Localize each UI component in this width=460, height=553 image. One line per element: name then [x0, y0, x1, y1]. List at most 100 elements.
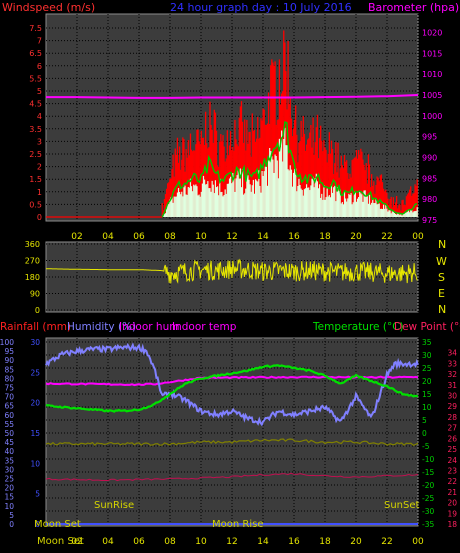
rainfall-y-tick: 5	[35, 490, 40, 499]
temperature-y-tick: 25	[422, 364, 432, 373]
dewpoint-y-tick: 28	[447, 413, 457, 422]
wind-y-tick: 3.5	[29, 125, 42, 134]
humidity-y-tick: 5	[9, 511, 14, 520]
humidity-y-tick: 15	[4, 493, 14, 502]
temperature-y-tick: 0	[422, 429, 427, 438]
sunrise-label: SunRise	[94, 500, 134, 511]
temp-panel-axes: -35-30-25-20-15-10-505101520253035051015…	[0, 338, 457, 529]
compass-n-top: N	[438, 238, 446, 251]
legend-rainfall: Rainfall (mm)	[0, 321, 71, 333]
dewpoint-y-tick: 32	[447, 370, 457, 379]
wind-y-tick: 0	[37, 213, 42, 222]
wind-x-tick: 18	[319, 232, 331, 242]
legend-temperature: Temperature (°C)	[312, 321, 404, 333]
wind-y-tick: 0.5	[29, 200, 42, 209]
rainfall-y-tick: 25	[30, 368, 40, 377]
temp-x-tick: 14	[257, 537, 269, 547]
humidity-y-tick: 60	[4, 411, 14, 420]
temp-x-tick: 12	[226, 537, 237, 547]
compass-s: S	[438, 271, 445, 284]
wind-y-tick: 2	[37, 163, 42, 172]
wind-y-tick: 6	[37, 62, 42, 71]
humidity-y-tick: 25	[4, 475, 14, 484]
dewpoint-y-tick: 30	[447, 392, 457, 401]
temp-panel-x-axis: 02 04 06 08 10 12 14 16 18 20 22 00	[71, 537, 424, 547]
barometer-series	[46, 94, 419, 99]
temp-x-tick: 08	[164, 537, 176, 547]
wind-y-tick: 4.5	[29, 100, 42, 109]
wind-y-tick: 1.5	[29, 175, 42, 184]
legend-dew-point: Dew Point (°C)	[394, 321, 460, 333]
wind-series	[46, 30, 418, 218]
wind-x-tick: 22	[381, 232, 392, 242]
barometer-y-tick: 1010	[422, 70, 442, 79]
direction-series	[46, 258, 418, 284]
barometer-y-tick: 975	[422, 216, 437, 225]
moonset-label: Moon Set	[34, 519, 81, 530]
moonrise-label: Moon Rise	[212, 519, 263, 530]
rainfall-y-tick: 15	[30, 429, 40, 438]
barometer-y-tick: 990	[422, 154, 437, 163]
compass-w: W	[436, 255, 447, 268]
dewpoint-y-tick: 21	[447, 488, 457, 497]
temperature-y-tick: 30	[422, 351, 432, 360]
wind-y-tick: 5	[37, 87, 42, 96]
windspeed-axis-title: Windspeed (m/s)	[2, 1, 95, 14]
wind-x-tick: 08	[164, 232, 176, 242]
direction-panel-axes: 360 270 180 90 0	[25, 240, 40, 315]
direction-y-tick: 0	[35, 306, 40, 315]
humidity-y-tick: 30	[4, 465, 14, 474]
dewpoint-y-tick: 31	[447, 381, 457, 390]
temperature-y-tick: 5	[422, 416, 427, 425]
rainfall-y-tick: 0	[35, 520, 40, 529]
humidity-y-tick: 80	[4, 374, 14, 383]
humidity-y-tick: 20	[4, 484, 14, 493]
dewpoint-y-tick: 34	[447, 349, 457, 358]
temperature-y-tick: -30	[422, 507, 434, 516]
dewpoint-y-tick: 29	[447, 402, 457, 411]
barometer-y-tick: 980	[422, 195, 437, 204]
dewpoint-y-tick: 20	[447, 499, 457, 508]
barometer-y-tick: 1015	[422, 49, 442, 58]
wind-x-tick: 12	[226, 232, 237, 242]
direction-y-tick: 270	[25, 257, 40, 266]
wind-y-tick: 5.5	[29, 74, 42, 83]
wind-y-tick: 7	[37, 37, 42, 46]
temp-x-tick: 04	[102, 537, 114, 547]
wind-y-tick: 3	[37, 137, 42, 146]
humidity-line	[45, 342, 419, 427]
temperature-y-tick: 15	[422, 390, 432, 399]
temp-x-tick: 06	[133, 537, 145, 547]
temp-x-tick: 18	[319, 537, 331, 547]
direction-line	[46, 258, 418, 284]
dewpoint-y-tick: 19	[447, 509, 457, 518]
compass-n-bottom: N	[438, 303, 446, 316]
temperature-y-tick: 20	[422, 377, 432, 386]
dewpoint-y-tick: 26	[447, 434, 457, 443]
temp-x-tick: 16	[288, 537, 300, 547]
humidity-y-tick: 85	[4, 365, 14, 374]
temperature-y-tick: -35	[422, 520, 434, 529]
temp-x-tick: 20	[350, 537, 362, 547]
wind-x-tick: 00	[412, 232, 424, 242]
humidity-y-tick: 70	[4, 393, 14, 402]
wind-y-tick: 2.5	[29, 150, 42, 159]
wind-x-tick: 02	[71, 232, 82, 242]
wind-y-tick: 7.5	[29, 24, 42, 33]
temperature-line	[45, 364, 419, 413]
legend-indoor-hum: Indoor hum	[119, 321, 179, 333]
indoor-hum-line	[45, 438, 419, 447]
humidity-y-tick: 45	[4, 438, 14, 447]
direction-y-tick: 90	[30, 290, 40, 299]
humidity-y-tick: 35	[4, 456, 14, 465]
humidity-y-tick: 65	[4, 402, 14, 411]
humidity-y-tick: 0	[9, 520, 14, 529]
humidity-y-tick: 75	[4, 384, 14, 393]
temperature-y-tick: 35	[422, 338, 432, 347]
wind-y-tick: 1	[37, 188, 42, 197]
dewpoint-y-tick: 33	[447, 359, 457, 368]
rainfall-y-tick: 20	[30, 399, 40, 408]
dewpoint-y-tick: 27	[447, 424, 457, 433]
legend-humidity: Humidity (%)	[67, 321, 136, 333]
